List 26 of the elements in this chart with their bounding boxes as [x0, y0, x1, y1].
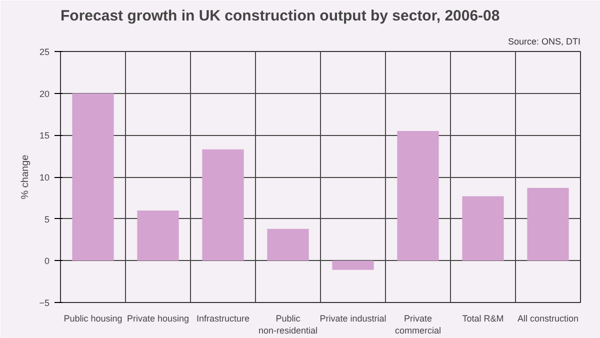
- x-tick-label: Total R&M: [462, 314, 504, 324]
- bar: [462, 196, 504, 261]
- x-tick-label: Private industrial: [320, 314, 386, 324]
- y-tick-label: 25: [39, 47, 50, 57]
- x-tick-label: All construction: [517, 314, 579, 324]
- x-tick-label: Infrastructure: [196, 314, 250, 324]
- y-tick-label: 10: [39, 172, 50, 182]
- x-tick-label: Private commercial: [394, 314, 442, 336]
- bar: [267, 228, 309, 261]
- y-tick-label: −5: [39, 298, 50, 308]
- bar: [72, 93, 114, 261]
- y-tick-label: 5: [44, 214, 50, 224]
- bar: [202, 149, 244, 261]
- bar: [137, 210, 179, 261]
- bar: [397, 130, 439, 261]
- source-note: Source: ONS, DTI: [508, 36, 581, 46]
- y-tick-label: 15: [39, 130, 50, 141]
- x-tick-label: Private housing: [126, 314, 190, 324]
- y-tick-label: 0: [44, 256, 50, 266]
- bar: [332, 260, 374, 270]
- bar: [527, 188, 569, 261]
- y-axis-title: % change: [20, 154, 32, 200]
- x-tick-label: Public non-residential: [258, 314, 318, 336]
- chart-title: Forecast growth in UK construction output by sector, 2006-08: [60, 8, 500, 24]
- y-tick-label: 20: [39, 88, 50, 99]
- x-tick-label: Public housing: [64, 314, 122, 324]
